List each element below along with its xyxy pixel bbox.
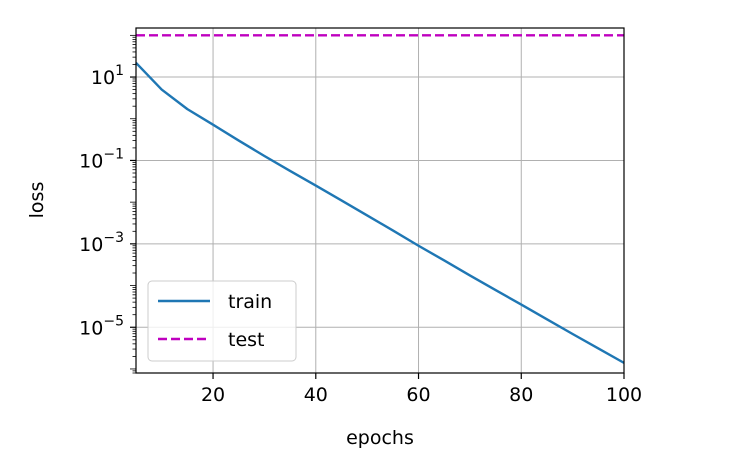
y-tick-label-0: 101 — [91, 63, 124, 89]
x-tick-label-20: 20 — [201, 384, 225, 406]
x-tick-label-40: 40 — [304, 384, 328, 406]
legend: train test — [147, 280, 297, 362]
y-tick-label-1: 10−1 — [79, 146, 124, 172]
series-line-train — [135, 61, 625, 364]
legend-label-test: test — [228, 329, 265, 351]
x-tick-label-80: 80 — [509, 384, 533, 406]
legend-label-train: train — [228, 291, 272, 313]
legend-box — [147, 280, 297, 362]
y-tick-label-2: 10−3 — [79, 230, 124, 256]
x-tick-label-100: 100 — [606, 384, 642, 406]
x-tick-label-60: 60 — [406, 384, 430, 406]
y-tick-label-3: 10−5 — [79, 313, 124, 339]
y-axis-label: loss — [26, 182, 48, 219]
series-lines — [135, 34, 625, 364]
x-axis-ticks: 20 40 60 80 100 — [201, 373, 642, 406]
plot-area-frame — [135, 27, 625, 374]
y-axis-ticks: 101 10−1 10−3 10−5 — [79, 34, 136, 374]
x-axis-label: epochs — [346, 427, 414, 449]
